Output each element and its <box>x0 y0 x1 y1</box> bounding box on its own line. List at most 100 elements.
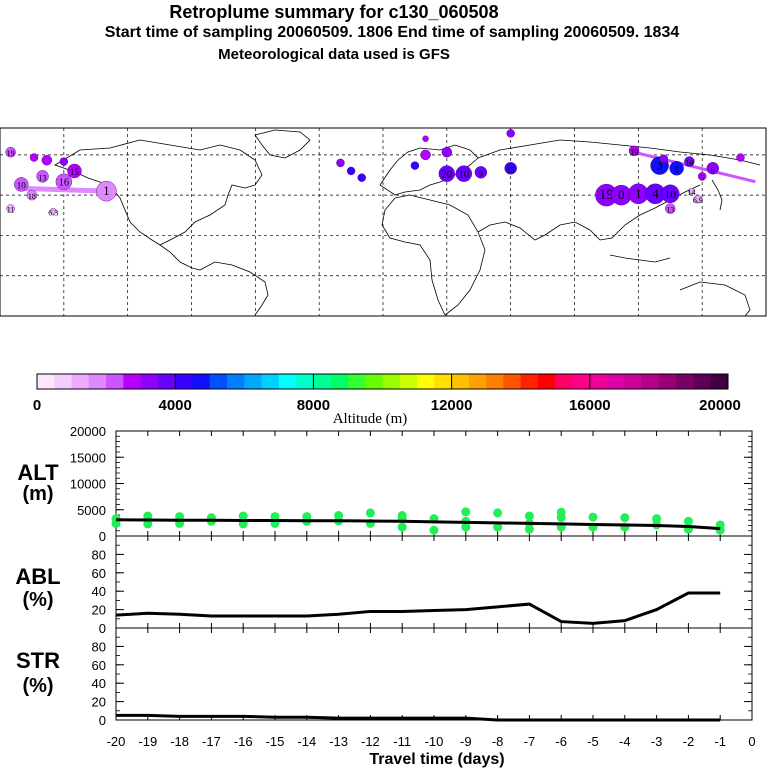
colorbar-swatch <box>37 374 55 389</box>
central-america-outline <box>159 244 201 271</box>
map-point <box>669 161 684 176</box>
abl-line <box>115 591 721 625</box>
coastlines <box>54 129 761 317</box>
alt-point <box>620 513 630 523</box>
y-tick-label: 0 <box>99 529 106 544</box>
africa-west-outline <box>381 197 446 316</box>
australia-outline <box>679 281 751 317</box>
colorbar-swatch <box>658 374 677 389</box>
colorbar-swatch <box>589 374 608 389</box>
map-point <box>336 158 345 168</box>
x-tick-label: -17 <box>202 734 221 749</box>
map-point-label: 15 <box>70 167 80 177</box>
map-point-label: 10 <box>459 170 469 181</box>
y-tick-label: 0 <box>99 713 106 728</box>
colorbar-swatch <box>175 374 193 389</box>
colorbar-swatch <box>382 374 401 389</box>
colorbar-swatch <box>313 374 332 389</box>
map-point-label: 13 <box>39 173 47 182</box>
map-point <box>504 162 517 175</box>
map-point <box>661 184 680 204</box>
x-tick-label: -20 <box>107 734 126 749</box>
map-point-label: 3 <box>657 160 663 173</box>
map-point <box>441 146 453 158</box>
x-tick-label: -18 <box>170 734 189 749</box>
alt-point <box>652 514 662 524</box>
map-point-label: 10 <box>17 180 27 190</box>
colorbar-swatch <box>607 374 625 389</box>
alt-label-1: ALT <box>17 460 59 485</box>
greenland-outline <box>254 129 311 159</box>
colorbar-swatch <box>365 374 383 389</box>
colorbar-swatch <box>106 374 124 389</box>
x-tick-label: -9 <box>460 734 472 749</box>
map-point <box>420 149 431 161</box>
x-tick-label: -10 <box>425 734 444 749</box>
colorbar-swatch <box>140 374 159 389</box>
alt-point <box>238 511 248 521</box>
x-tick-label: -5 <box>587 734 599 749</box>
alt-mean-line <box>115 518 721 531</box>
colorbar-swatch <box>209 374 228 389</box>
colorbar-swatch <box>486 374 504 389</box>
colorbar-frame <box>36 373 729 390</box>
map-point-label: 19 <box>7 149 15 158</box>
colorbar-swatch <box>417 374 435 389</box>
north-america-outline <box>54 139 263 246</box>
altitude-colorbar: 0 4000 8000 12000 16000 20000 <box>33 373 741 414</box>
alt-point <box>429 525 439 535</box>
colorbar-swatch <box>278 374 297 389</box>
colorbar-tick-label: 8000 <box>297 397 330 414</box>
map-point-label: 15 <box>507 165 515 174</box>
map-point <box>41 155 53 166</box>
alt-point <box>524 511 534 521</box>
map-point-label: 0 <box>618 187 625 202</box>
map-point-label: 20 <box>442 170 452 181</box>
alt-point <box>365 508 375 518</box>
alt-point <box>270 512 280 522</box>
x-tick-label: -3 <box>651 734 663 749</box>
colorbar-swatch <box>54 374 73 389</box>
alt-point <box>461 507 471 517</box>
x-tick-label: -15 <box>266 734 285 749</box>
colorbar-swatch <box>710 374 729 389</box>
asia-outline <box>477 139 761 166</box>
map-point <box>96 180 117 202</box>
map-point <box>688 187 695 195</box>
x-tick-label: -13 <box>329 734 348 749</box>
alt-point <box>143 519 153 529</box>
time-series-panels: 20000150001000050000806040200806040200-2… <box>70 424 756 749</box>
colorbar-swatch <box>244 374 263 389</box>
alt-point <box>683 516 693 526</box>
colorbar-swatch <box>157 374 176 389</box>
alt-point <box>524 524 534 534</box>
colorbar-swatch <box>624 374 643 389</box>
y-tick-label: 20 <box>92 695 106 710</box>
colorbar-swatch <box>261 374 280 389</box>
map-point <box>422 135 429 142</box>
x-tick-label: 0 <box>748 734 755 749</box>
map-point <box>659 154 669 164</box>
map-point <box>357 173 366 182</box>
colorbar-tick-label: 0 <box>33 397 41 414</box>
colorbar-swatch <box>227 374 245 389</box>
map-point <box>410 161 420 170</box>
alt-label-2: (m) <box>22 483 53 505</box>
colorbar-swatch <box>468 374 487 389</box>
colorbar-swatch <box>693 374 712 389</box>
map-point-label: 5 <box>700 173 704 182</box>
map-point <box>346 166 356 176</box>
x-tick-label: -4 <box>619 734 631 749</box>
map-point <box>14 177 29 192</box>
y-tick-label: 10000 <box>70 477 106 492</box>
map-point-label: 9 <box>479 169 483 178</box>
colorbar-swatch <box>451 374 470 389</box>
colorbar-swatch <box>192 374 211 389</box>
colorbar-tick-label: 16000 <box>569 397 611 414</box>
map-point <box>36 170 49 183</box>
colorbar-swatch <box>555 374 574 389</box>
colorbar-swatch <box>537 374 556 389</box>
y-tick-label: 80 <box>92 547 106 562</box>
